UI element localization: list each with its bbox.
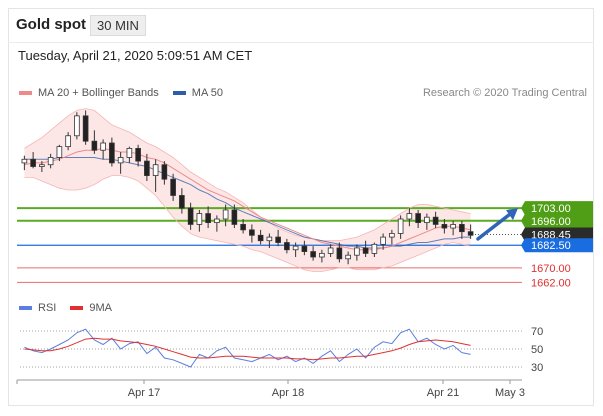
- level-label-support-5: 1662.00: [531, 277, 571, 289]
- legend-swatch-ma20: [19, 91, 32, 95]
- legend-label-ma20: MA 20 + Bollinger Bands: [38, 87, 159, 99]
- candle-body: [126, 148, 133, 158]
- candle-body: [450, 224, 456, 229]
- level-label-resistance-0: 1703.00: [531, 203, 571, 215]
- candle-body: [196, 213, 203, 225]
- candle-body: [467, 231, 474, 236]
- legend-label-rsi: RSI: [38, 302, 57, 314]
- legend-swatch-rsi: [19, 306, 32, 310]
- candle-body: [240, 224, 246, 231]
- legend-label-9ma: 9MA: [89, 302, 112, 314]
- price-legend: MA 20 + Bollinger Bands MA 50: [19, 87, 237, 99]
- legend-item-9ma: 9MA: [70, 302, 112, 314]
- rsi-legend: RSI 9MA: [19, 302, 126, 314]
- candle-body: [109, 142, 115, 164]
- level-tag-last-2: [521, 227, 593, 242]
- rsi-line: [24, 328, 471, 368]
- chart-datetime: Tuesday, April 21, 2020 5:09:51 AM CET: [18, 48, 253, 63]
- level-label-resistance-1: 1696.00: [531, 216, 571, 228]
- legend-item-rsi: RSI: [19, 302, 56, 314]
- candle-body: [135, 148, 141, 162]
- candle-body: [415, 213, 421, 224]
- candle-body: [345, 254, 351, 260]
- level-tag-pivot-3: [521, 238, 593, 253]
- legend-label-ma50: MA 50: [191, 87, 223, 99]
- forecast-arrow-head: [506, 208, 518, 221]
- candle-body: [249, 229, 255, 236]
- candle-body: [432, 216, 439, 225]
- level-tag-resistance-0: [521, 201, 593, 216]
- candle-body: [214, 218, 220, 224]
- bollinger-band-fill: [24, 108, 471, 272]
- candle-body: [56, 146, 63, 158]
- header-divider: [8, 42, 594, 43]
- ma20-line: [24, 147, 471, 251]
- candle-body: [170, 178, 176, 196]
- legend-item-ma20: MA 20 + Bollinger Bands: [19, 87, 159, 99]
- candle-body: [187, 207, 194, 225]
- timeframe-badge[interactable]: 30 MIN: [90, 15, 146, 36]
- level-label-pivot-3: 1682.50: [531, 240, 571, 252]
- candle-body: [205, 213, 211, 224]
- rsi-tick-label-50: 50: [531, 344, 543, 356]
- candle-body: [91, 140, 98, 151]
- candle-body: [179, 195, 185, 209]
- legend-swatch-9ma: [70, 306, 84, 310]
- ma50-line: [24, 157, 471, 249]
- candle-body: [257, 234, 264, 242]
- candle-body: [424, 216, 430, 224]
- candle-body: [459, 224, 465, 233]
- level-tag-resistance-1: [521, 213, 593, 228]
- candle-body: [380, 236, 386, 245]
- candle-body: [65, 135, 71, 148]
- candle-body: [82, 115, 89, 142]
- candle-body: [336, 247, 343, 260]
- x-tick-label-0: Apr 17: [128, 387, 160, 399]
- legend-item-ma50: MA 50: [172, 87, 223, 99]
- forecast-arrow-shaft: [476, 212, 512, 241]
- candle-body: [30, 158, 36, 167]
- candle-body: [397, 218, 404, 234]
- candle-body: [389, 233, 395, 238]
- level-label-support-4: 1670.00: [531, 263, 571, 275]
- candle-body: [275, 236, 281, 243]
- candle-body: [292, 245, 299, 251]
- bollinger-lower-line: [24, 175, 471, 272]
- x-tick-label-3: May 3: [495, 387, 525, 399]
- chart-card: [8, 8, 594, 406]
- candle-body: [319, 252, 325, 258]
- research-credit: Research © 2020 Trading Central: [422, 87, 587, 99]
- candle-body: [231, 209, 238, 225]
- candle-body: [371, 243, 378, 254]
- x-tick-label-1: Apr 18: [272, 387, 304, 399]
- candle-body: [39, 164, 45, 167]
- candle-body: [441, 224, 448, 229]
- candle-body: [406, 213, 413, 220]
- candle-body: [284, 242, 290, 251]
- rsi-tick-label-30: 30: [531, 362, 543, 374]
- candle-body: [152, 164, 159, 176]
- rsi-tick-label-70: 70: [531, 326, 543, 338]
- x-tick-label-2: Apr 21: [427, 387, 459, 399]
- candle-body: [327, 247, 334, 254]
- rsi-9ma-line: [24, 337, 471, 361]
- candle-body: [74, 115, 80, 137]
- candle-body: [117, 157, 124, 164]
- candle-body: [222, 209, 229, 220]
- legend-swatch-ma50: [172, 91, 186, 95]
- candle-body: [354, 247, 360, 256]
- candle-body: [266, 236, 273, 242]
- bollinger-upper-line: [24, 108, 471, 242]
- candle-body: [161, 164, 168, 180]
- candle-body: [21, 158, 28, 164]
- candle-body: [144, 160, 150, 176]
- candle-body: [47, 157, 54, 166]
- candle-body: [362, 247, 369, 254]
- candle-body: [301, 245, 308, 252]
- candle-body: [310, 251, 316, 258]
- instrument-title: Gold spot: [16, 16, 86, 33]
- candle-body: [100, 142, 106, 151]
